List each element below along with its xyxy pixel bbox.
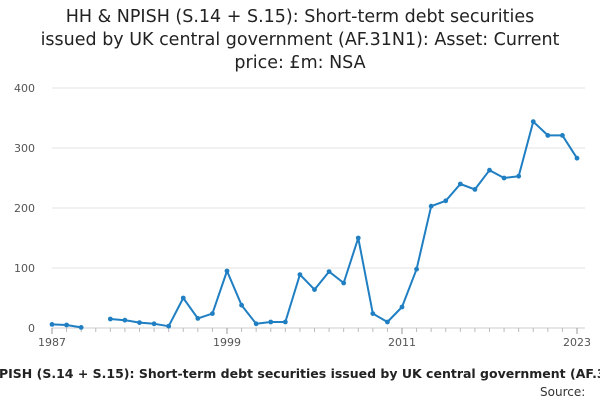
- chart-title-line-2: issued by UK central government (AF.31N1…: [40, 30, 560, 50]
- data-point-2010: [385, 319, 390, 325]
- data-point-2014: [443, 198, 449, 204]
- axis-layer: 0 100 200 300 400 1987 1999 2011 2023: [14, 82, 591, 349]
- data-point-1992: [122, 317, 128, 323]
- data-point-1989: [78, 325, 84, 330]
- footer: HH & NPISH (S.14 + S.15): Short-term deb…: [0, 366, 600, 400]
- data-point-2003: [282, 319, 288, 325]
- data-point-2019: [516, 173, 522, 179]
- chart-title-line-1: HH & NPISH (S.14 + S.15): Short-term deb…: [65, 7, 535, 27]
- data-point-2012: [414, 266, 419, 272]
- y-tick-label-300: 300: [14, 142, 35, 155]
- footer-source: Source:: [540, 385, 586, 399]
- footer-series-label: HH & NPISH (S.14 + S.15): Short-term deb…: [0, 366, 600, 381]
- data-point-2007: [341, 280, 347, 286]
- data-point-2021: [545, 133, 551, 138]
- data-point-2023: [574, 155, 580, 161]
- data-point-1996: [180, 295, 186, 301]
- data-point-1991: [107, 316, 113, 322]
- x-tick-label-2023: 2023: [563, 336, 591, 349]
- y-tick-label-100: 100: [14, 262, 35, 275]
- data-point-1993: [137, 320, 142, 325]
- x-tick-label-1999: 1999: [213, 336, 241, 349]
- data-point-2020: [530, 119, 536, 124]
- data-point-2008: [355, 235, 361, 241]
- data-point-2002: [268, 319, 274, 325]
- data-point-2011: [399, 304, 405, 310]
- data-point-1995: [166, 323, 172, 329]
- y-tick-label-400: 400: [14, 82, 35, 95]
- data-point-2016: [472, 187, 478, 192]
- data-point-2006: [326, 269, 332, 274]
- data-point-1987: [49, 322, 55, 327]
- data-point-2015: [457, 181, 463, 187]
- x-tick-label-1987: 1987: [38, 336, 66, 349]
- data-point-2013: [428, 203, 434, 209]
- data-point-1997: [195, 316, 201, 321]
- series-layer: [49, 119, 580, 330]
- data-point-2005: [312, 287, 317, 292]
- data-point-1994: [151, 321, 157, 327]
- x-tick-label-2011: 2011: [388, 336, 416, 349]
- data-point-2022: [560, 133, 565, 138]
- y-tick-label-0: 0: [28, 322, 35, 335]
- data-point-2000: [239, 302, 244, 308]
- data-point-1998: [210, 311, 215, 316]
- data-point-1988: [64, 322, 69, 328]
- grid-layer: [52, 87, 585, 269]
- data-point-1999: [224, 268, 230, 274]
- data-point-2017: [487, 167, 492, 173]
- data-point-2001: [253, 321, 259, 327]
- series-line-segment-1: [110, 120, 578, 328]
- data-point-2009: [370, 311, 376, 316]
- data-point-2004: [297, 272, 303, 277]
- chart-title-line-3: price: £m: NSA: [234, 53, 366, 73]
- data-point-2018: [501, 175, 507, 181]
- y-tick-label-200: 200: [14, 202, 35, 215]
- chart-title: HH & NPISH (S.14 + S.15): Short-term deb…: [20, 6, 580, 75]
